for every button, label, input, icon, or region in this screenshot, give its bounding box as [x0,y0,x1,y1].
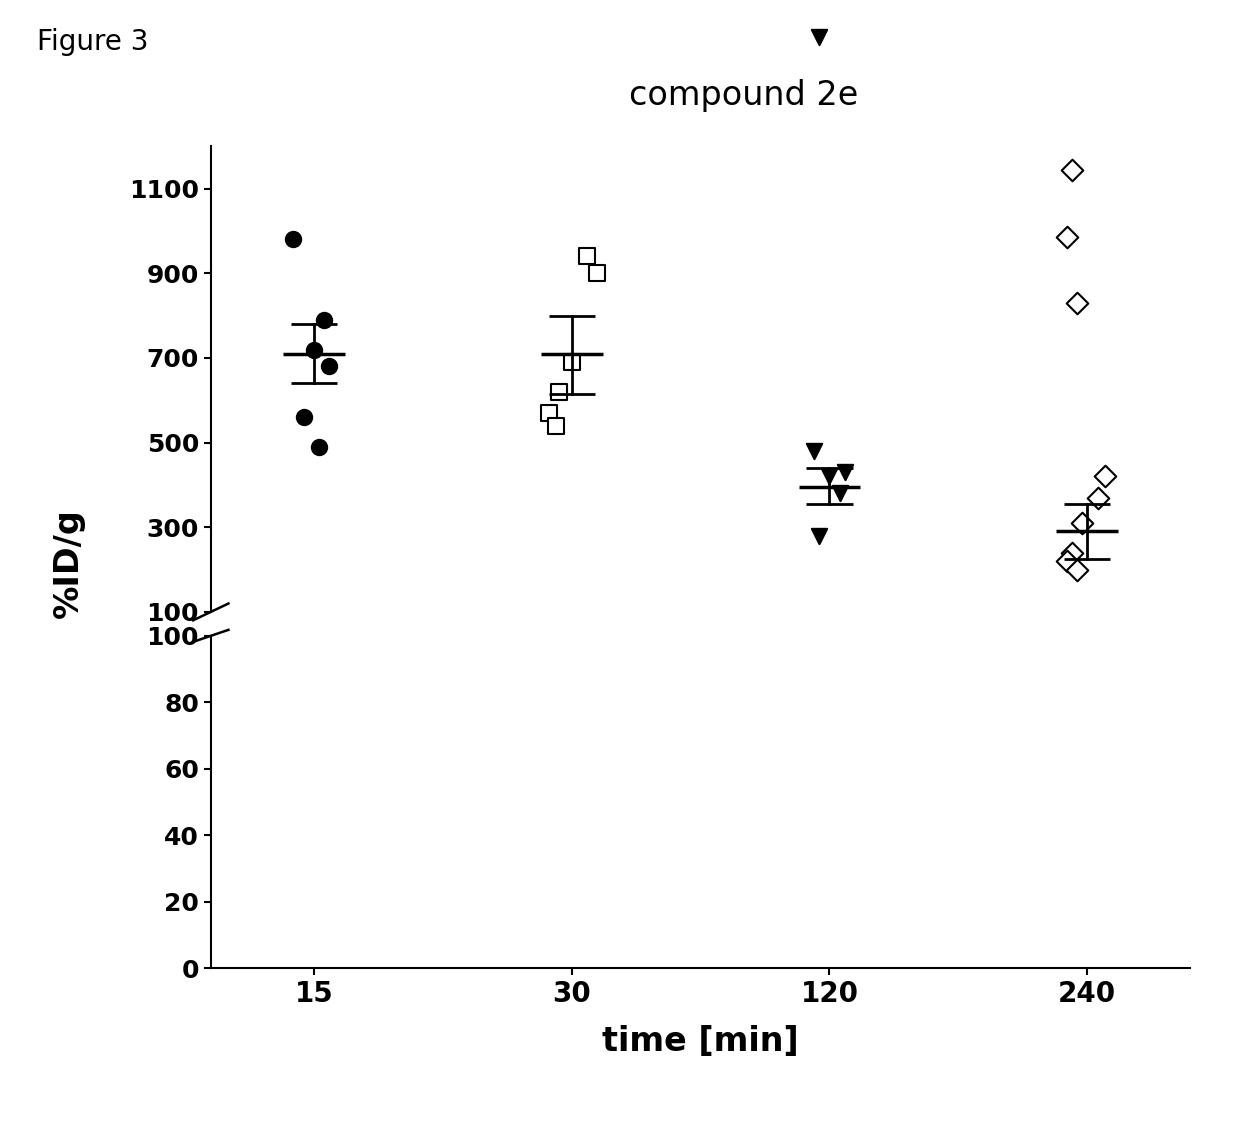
Point [549,383,569,401]
Point [1056,552,1076,570]
Point [562,354,582,372]
Point [1073,515,1092,533]
Point [1095,467,1115,485]
Point [578,248,598,266]
Point [309,438,329,456]
Text: %ID/g: %ID/g [52,508,84,618]
Point [284,231,304,249]
Point [304,340,324,358]
Point [830,484,849,502]
X-axis label: time [min]: time [min] [603,1025,799,1057]
Point [547,417,567,435]
Point [314,311,334,329]
Point [294,409,314,427]
Point [810,527,830,545]
Text: compound 2e: compound 2e [630,79,858,113]
Point [1068,294,1087,312]
Point [1061,161,1081,179]
Point [804,443,823,461]
Point [320,357,340,375]
Point [810,28,830,46]
Point [835,463,854,481]
Point [1087,489,1107,507]
Point [1056,227,1076,245]
Point [1068,561,1087,579]
Point [820,467,839,485]
Point [1061,544,1081,562]
Point [538,404,558,422]
Point [588,265,608,283]
Text: Figure 3: Figure 3 [37,28,149,56]
